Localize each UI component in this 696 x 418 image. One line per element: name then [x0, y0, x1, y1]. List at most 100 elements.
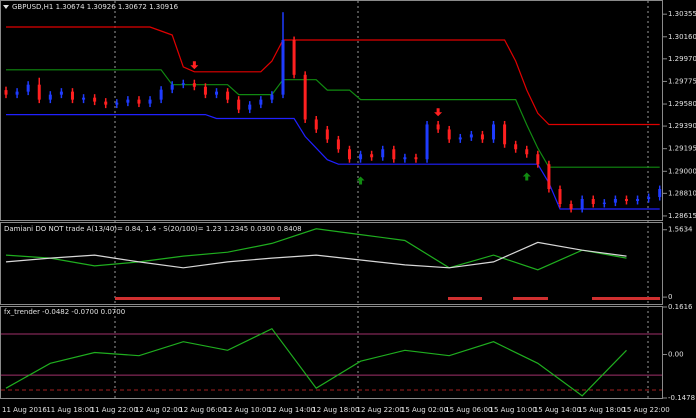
candle-body: [624, 199, 628, 201]
candle-body: [303, 74, 307, 120]
channel-line: [6, 26, 660, 126]
candle-body: [170, 84, 174, 90]
y-tick-label: 1.29775: [668, 77, 696, 85]
candle-body: [137, 99, 141, 104]
candle-body: [658, 189, 662, 198]
y-tick-label: 1.29580: [668, 100, 696, 108]
y-tick-label: 1.29390: [668, 122, 696, 130]
x-tick-label: 15 Aug 14:00: [534, 406, 581, 414]
symbol-marker: [3, 5, 9, 9]
indicator-line: [5, 241, 627, 269]
y-tick-label: 1.5634: [668, 226, 693, 234]
main-panel-frame: [0, 0, 663, 221]
y-tick-label: 1.30160: [668, 33, 696, 41]
x-tick-label: 15 Aug 02:00: [401, 406, 448, 414]
no-trade-zone: [513, 297, 548, 300]
y-tick-label: -0.1478: [668, 394, 695, 402]
candle-body: [558, 189, 562, 204]
candle-body: [325, 129, 329, 140]
candle-body: [447, 129, 451, 140]
y-tick-label: 0.1616: [668, 303, 693, 311]
y-tick-label: 1.29000: [668, 167, 696, 175]
candle-body: [469, 134, 473, 138]
candle-body: [292, 40, 296, 75]
indicator-line: [5, 228, 627, 271]
no-trade-zone: [115, 297, 280, 300]
candle-body: [215, 91, 219, 95]
candle-body: [159, 89, 163, 100]
candle-body: [148, 99, 152, 104]
x-tick-label: 12 Aug 14:00: [268, 406, 315, 414]
candle-body: [569, 203, 573, 209]
candle-body: [602, 202, 606, 204]
candle-body: [480, 134, 484, 140]
candle-body: [26, 84, 30, 92]
y-tick-label: 1.29970: [668, 55, 696, 63]
candle-body: [82, 97, 86, 100]
x-tick-label: 15 Aug 18:00: [578, 406, 625, 414]
y-tick-label: 1.30355: [668, 10, 696, 18]
candle-body: [359, 154, 363, 160]
candle-body: [392, 149, 396, 160]
candle-body: [492, 124, 496, 140]
candle-body: [425, 124, 429, 160]
y-tick-label: 1.28615: [668, 212, 696, 220]
candle-body: [525, 149, 529, 155]
signal-arrow: [522, 172, 531, 181]
candle-body: [314, 119, 318, 130]
candle-body: [48, 94, 52, 100]
y-tick-label: 0: [668, 293, 672, 301]
candle-body: [458, 137, 462, 140]
x-tick-label: 12 Aug 18:00: [312, 406, 359, 414]
x-tick-label: 12 Aug 10:00: [224, 406, 271, 414]
x-tick-label: 12 Aug 02:00: [135, 406, 182, 414]
x-tick-label: 15 Aug 06:00: [445, 406, 492, 414]
signal-arrow: [434, 108, 443, 117]
candle-body: [237, 99, 241, 110]
x-tick-label: 11 Aug 22:00: [91, 406, 138, 414]
candle-body: [336, 139, 340, 150]
x-tick-label: 12 Aug 22:00: [357, 406, 404, 414]
x-tick-label: 11 Aug 18:00: [46, 406, 93, 414]
candle-body: [248, 104, 252, 110]
chart-title: GBPUSD,H1 1.30674 1.30926 1.30672 1.3091…: [12, 3, 179, 11]
candle-body: [226, 91, 230, 100]
candle-body: [59, 91, 63, 95]
indicator-line: [5, 327, 627, 397]
candle-body: [270, 94, 274, 100]
x-tick-label: 12 Aug 06:00: [179, 406, 226, 414]
candle-body: [15, 91, 19, 95]
channel-line: [6, 69, 660, 168]
candle-body: [436, 124, 440, 130]
candle-body: [636, 199, 640, 201]
y-tick-label: 1.28810: [668, 189, 696, 197]
candle-body: [347, 149, 351, 160]
signal-arrow: [356, 176, 365, 185]
candle-body: [370, 154, 374, 158]
candle-body: [414, 157, 418, 160]
indicator-panel-frame: [0, 222, 663, 305]
candle-body: [93, 97, 97, 102]
no-trade-zone: [448, 297, 482, 300]
candle-body: [104, 101, 108, 105]
candle-body: [613, 199, 617, 203]
candle-body: [115, 102, 119, 105]
candle-body: [281, 40, 285, 95]
x-tick-label: 15 Aug 22:00: [622, 406, 669, 414]
candle-body: [647, 197, 651, 200]
candle-body: [536, 154, 540, 165]
indicator-title: Damiani DO NOT trade A(13/40)= 0.84, 1.4…: [4, 225, 302, 233]
candle-body: [192, 83, 196, 87]
candle-body: [126, 99, 130, 103]
candle-body: [259, 99, 263, 105]
candle-body: [181, 83, 185, 85]
trender-panel-frame: [0, 306, 663, 399]
y-tick-label: 1.29195: [668, 145, 696, 153]
candle-body: [580, 199, 584, 209]
candle-body: [70, 91, 74, 100]
x-tick-label: 15 Aug 10:00: [490, 406, 537, 414]
channel-line: [6, 114, 660, 210]
candle-body: [547, 164, 551, 190]
candle-body: [503, 124, 507, 145]
